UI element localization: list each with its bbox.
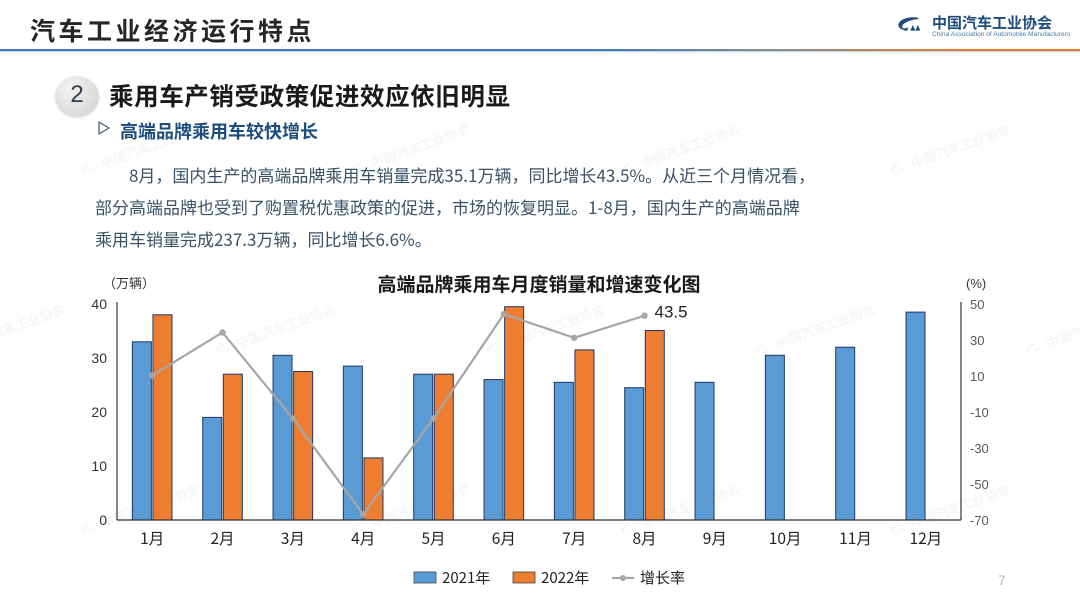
svg-text:3月: 3月	[281, 527, 305, 549]
svg-text:7月: 7月	[562, 527, 586, 549]
svg-text:-70: -70	[970, 513, 989, 528]
svg-text:6月: 6月	[492, 527, 516, 549]
svg-text:5月: 5月	[421, 527, 445, 549]
svg-text:11月: 11月	[839, 527, 872, 549]
svg-text:30: 30	[91, 350, 107, 366]
svg-text:2022年: 2022年	[541, 567, 589, 588]
svg-text:40: 40	[91, 296, 107, 312]
svg-text:43.5: 43.5	[655, 303, 688, 322]
svg-text:12月: 12月	[909, 527, 942, 549]
svg-text:0: 0	[99, 512, 107, 528]
svg-text:30: 30	[970, 333, 984, 348]
svg-text:2021年: 2021年	[442, 567, 490, 588]
svg-text:(%): (%)	[966, 276, 986, 291]
svg-text:-50: -50	[970, 477, 989, 492]
svg-text:10: 10	[91, 458, 107, 474]
svg-text:50: 50	[970, 297, 984, 312]
svg-text:增长率: 增长率	[640, 567, 685, 588]
svg-text:9月: 9月	[703, 527, 727, 549]
svg-text:4月: 4月	[351, 527, 375, 549]
svg-text:-10: -10	[970, 405, 989, 420]
svg-text:1月: 1月	[140, 527, 164, 549]
svg-text:10: 10	[970, 369, 984, 384]
svg-text:10月: 10月	[769, 527, 802, 549]
svg-text:-30: -30	[970, 441, 989, 456]
svg-text:高端品牌乘用车月度销量和增速变化图: 高端品牌乘用车月度销量和增速变化图	[377, 270, 700, 297]
svg-text:20: 20	[91, 404, 107, 420]
svg-text:（万辆）: （万辆）	[103, 273, 155, 292]
svg-text:2月: 2月	[210, 527, 234, 549]
svg-text:8月: 8月	[632, 527, 656, 549]
